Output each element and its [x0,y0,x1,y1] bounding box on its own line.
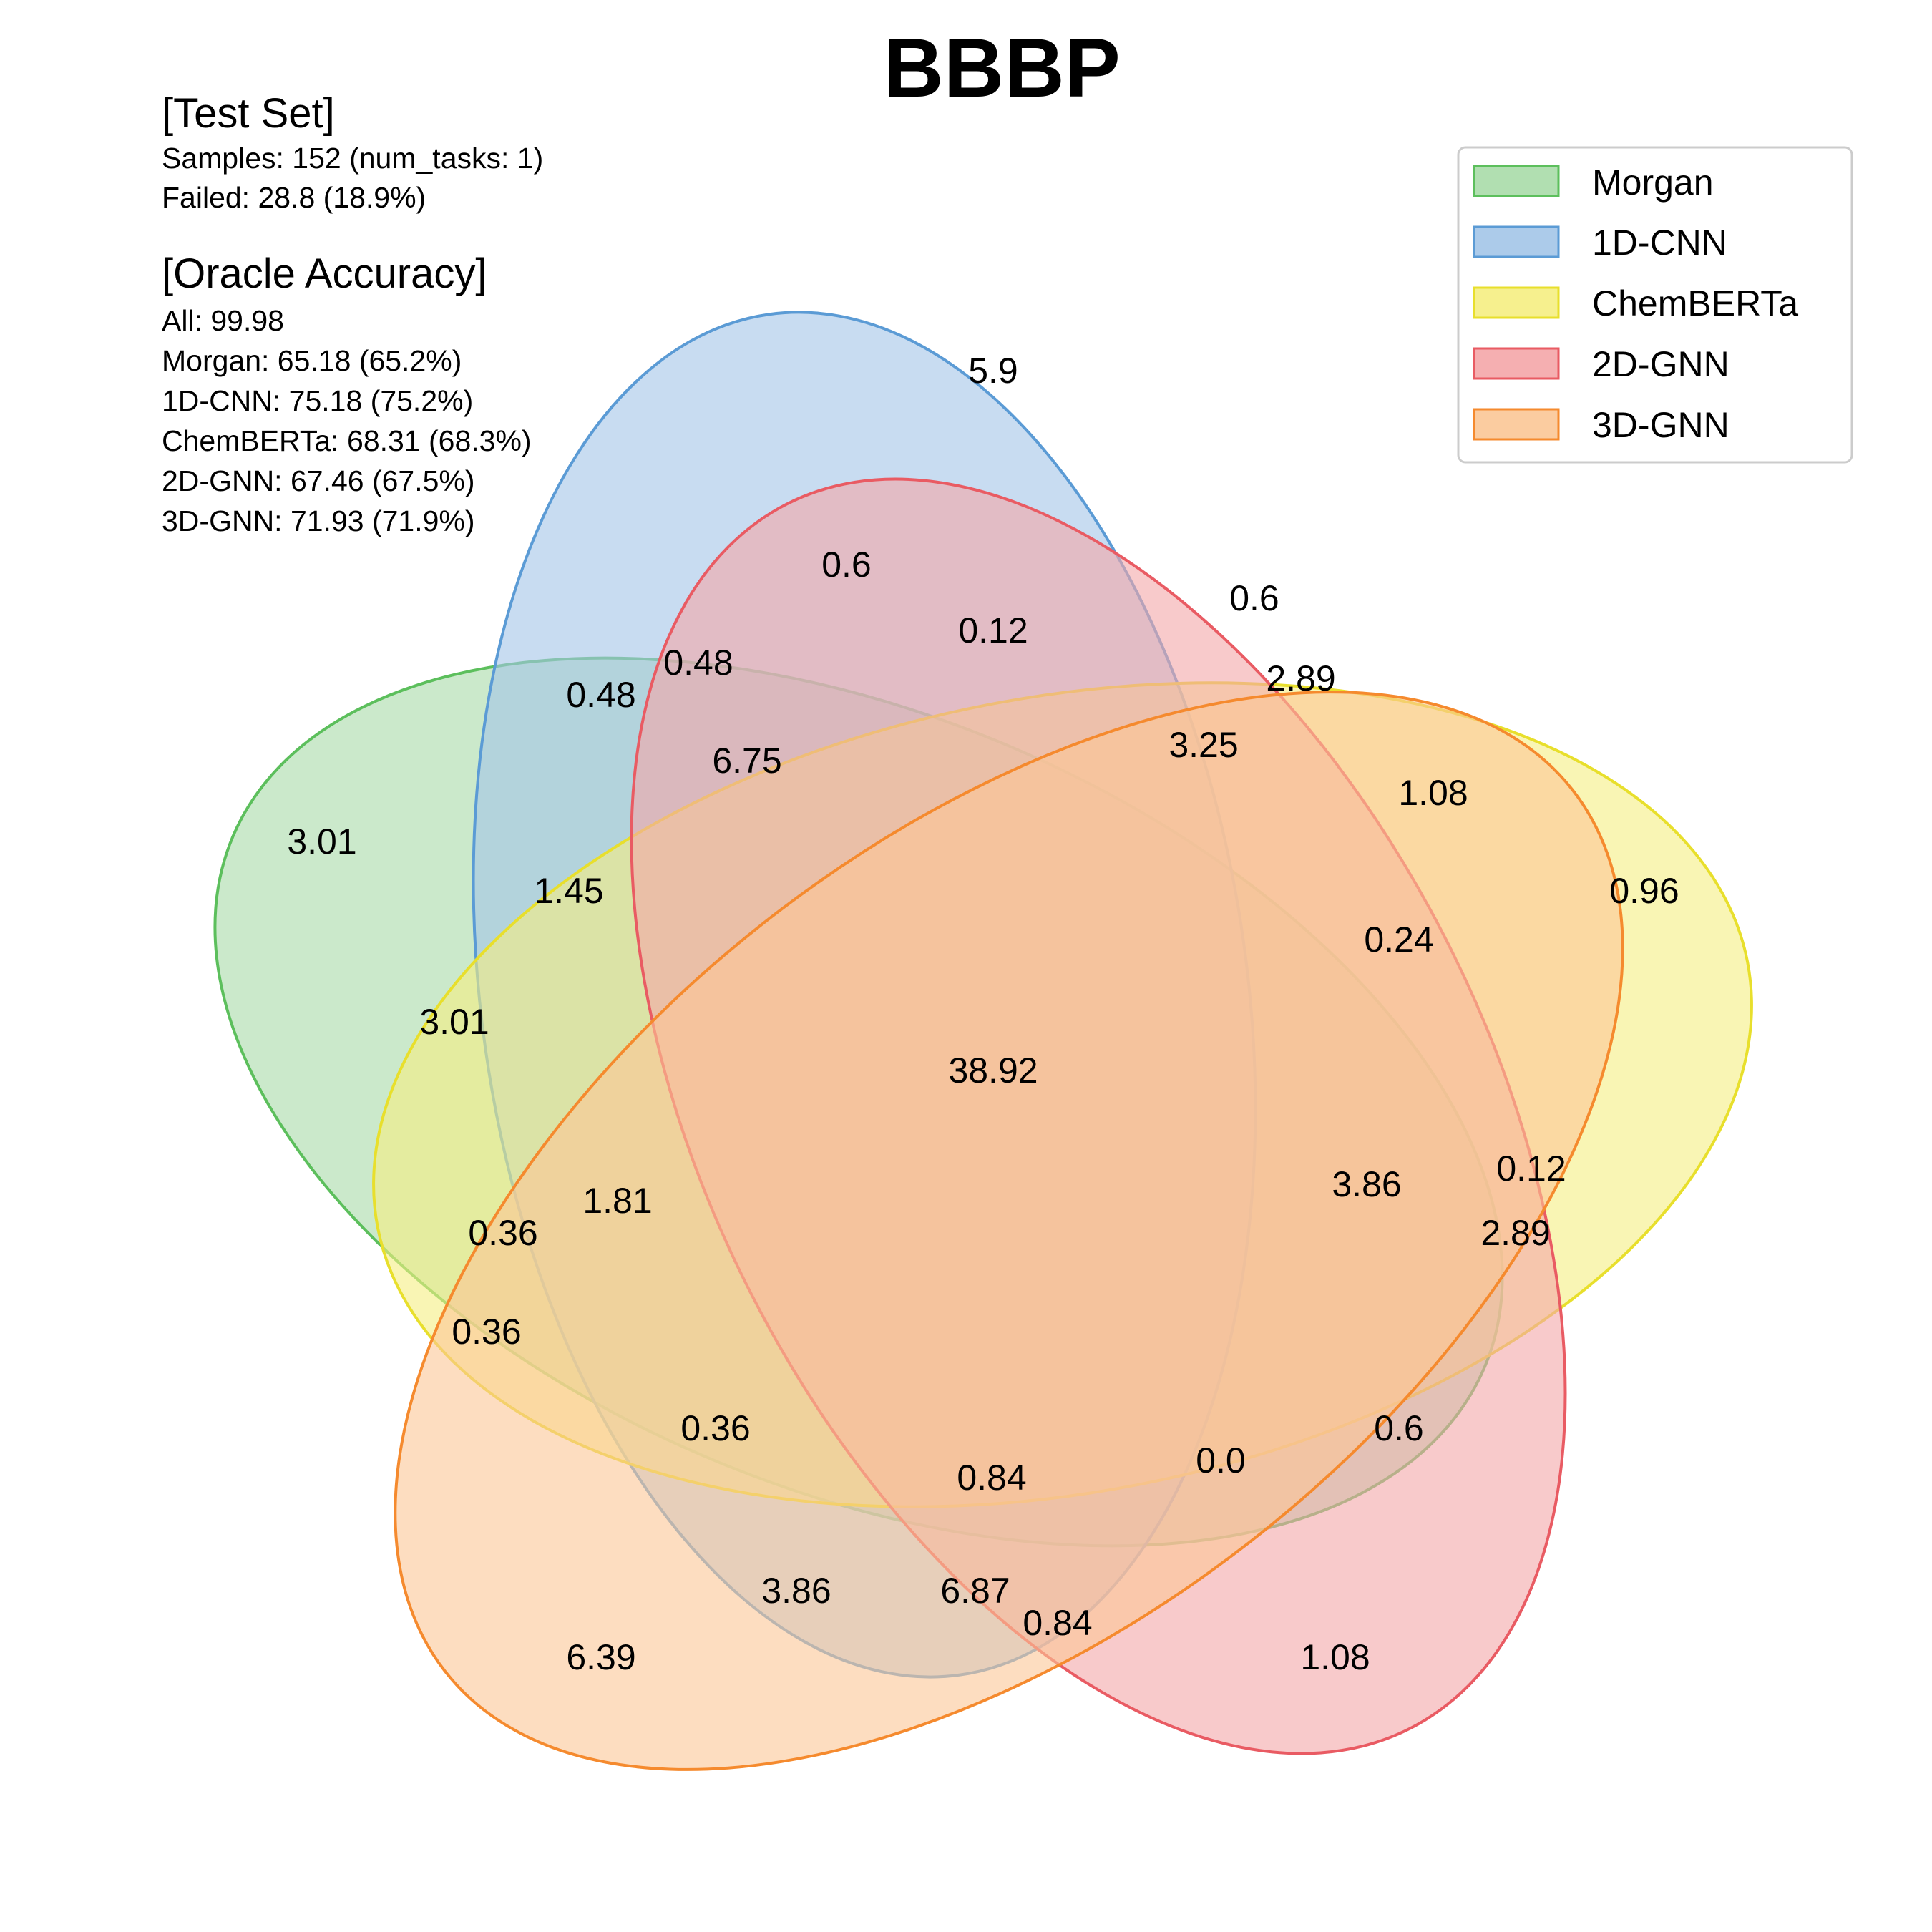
test-set-info: [Test Set] Samples: 152 (num_tasks: 1) F… [162,90,543,214]
region-label: 3.01 [287,821,356,862]
region-label: 0.6 [1374,1408,1424,1448]
region-label: 0.6 [821,545,872,585]
region-label: 1.81 [582,1181,652,1221]
test-set-heading: [Test Set] [162,90,335,137]
region-label: 0.0 [1196,1440,1246,1480]
region-label: 6.75 [712,741,781,781]
region-label: 6.87 [940,1571,1010,1611]
legend-swatch-morgan [1473,165,1560,197]
region-label: 3.86 [761,1571,831,1611]
oracle-accuracy-info: [Oracle Accuracy] All: 99.98 Morgan: 65.… [162,250,532,537]
legend-label-3dgnn: 3D-GNN [1592,405,1729,445]
oracle-1dcnn: 1D-CNN: 75.18 (75.2%) [162,384,473,417]
region-label: 0.36 [468,1213,537,1253]
region-label: 0.12 [958,610,1028,650]
region-label: 0.96 [1609,871,1679,911]
region-label: 3.01 [419,1002,489,1042]
region-label: 6.39 [566,1637,635,1677]
region-label: 0.36 [452,1312,521,1352]
oracle-morgan: Morgan: 65.18 (65.2%) [162,344,462,377]
test-set-failed: Failed: 28.8 (18.9%) [162,181,426,214]
oracle-heading: [Oracle Accuracy] [162,250,487,297]
test-set-samples: Samples: 152 (num_tasks: 1) [162,142,543,175]
legend-label-chemberta: ChemBERTa [1592,283,1798,323]
chart-title: BBBP [883,21,1121,114]
oracle-3dgnn: 3D-GNN: 71.93 (71.9%) [162,504,475,537]
region-label: 0.36 [680,1408,750,1448]
oracle-chemberta: ChemBERTa: 68.31 (68.3%) [162,424,532,457]
region-label: 1.45 [534,871,603,911]
region-label: 1.08 [1398,773,1468,813]
region-label: 2.89 [1480,1213,1550,1253]
venn-sets [213,311,1753,1771]
oracle-all: All: 99.98 [162,304,284,337]
set-3dgnn-ellipse [394,691,1624,1771]
region-label: 0.84 [957,1458,1026,1498]
region-label: 0.12 [1496,1148,1566,1189]
region-label: 3.86 [1332,1164,1401,1204]
legend-label-1dcnn: 1D-CNN [1592,223,1727,263]
region-label: 0.48 [566,675,635,715]
region-labels: 5.9 0.6 0.6 0.12 0.48 0.48 2.89 6.75 3.2… [287,351,1679,1677]
oracle-2dgnn: 2D-GNN: 67.46 (67.5%) [162,464,475,497]
region-label: 0.6 [1229,578,1279,618]
region-label: 0.24 [1364,919,1433,960]
region-label: 1.08 [1300,1637,1370,1677]
legend-swatch-2dgnn [1473,347,1560,380]
legend-label-2dgnn: 2D-GNN [1592,344,1729,384]
region-label: 3.25 [1169,725,1238,765]
legend-swatch-chemberta [1473,286,1560,319]
legend-label-morgan: Morgan [1592,162,1714,203]
legend-swatch-3dgnn [1473,408,1560,441]
region-label: 38.92 [948,1050,1038,1091]
region-label: 0.48 [663,643,733,683]
region-label: 0.84 [1023,1603,1092,1643]
legend: Morgan 1D-CNN ChemBERTa 2D-GNN 3D-GNN [1457,146,1853,464]
legend-swatch-1dcnn [1473,225,1560,258]
region-label: 2.89 [1266,658,1335,698]
region-label: 5.9 [968,351,1018,391]
